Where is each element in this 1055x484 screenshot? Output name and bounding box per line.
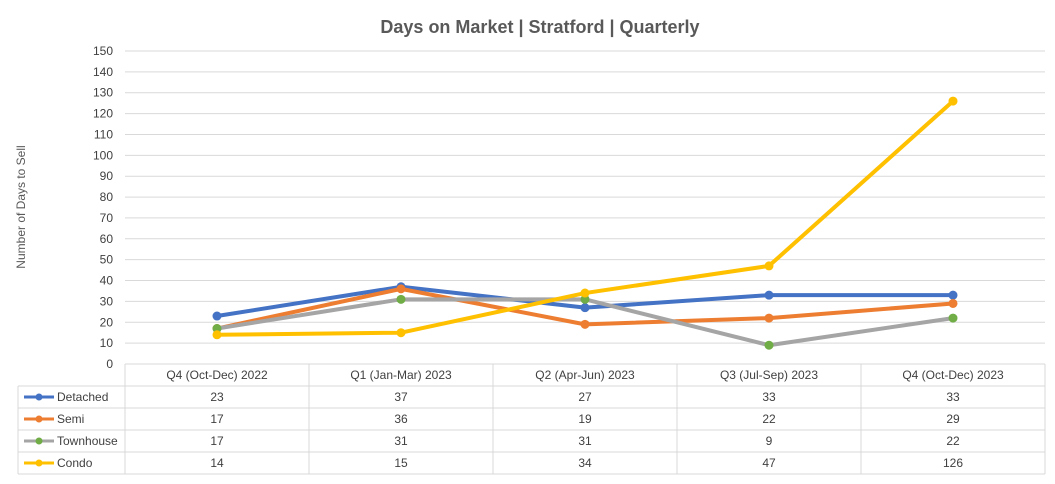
y-tick-label: 30: [100, 294, 114, 308]
data-point: [580, 319, 590, 329]
table-value-cell: 33: [946, 390, 960, 404]
table-value-cell: 47: [762, 456, 776, 470]
data-point: [396, 294, 406, 304]
table-value-cell: 27: [578, 390, 592, 404]
table-value-cell: 17: [210, 434, 224, 448]
y-tick-label: 130: [93, 86, 113, 100]
data-point: [948, 313, 958, 323]
table-value-cell: 36: [394, 412, 408, 426]
y-tick-label: 120: [93, 107, 113, 121]
legend-series-name: Condo: [57, 456, 93, 470]
table-value-cell: 31: [578, 434, 592, 448]
data-point: [212, 311, 222, 321]
table-value-cell: 19: [578, 412, 592, 426]
table-value-cell: 29: [946, 412, 960, 426]
legend-series-name: Semi: [57, 412, 84, 426]
legend-series-name: Townhouse: [57, 434, 118, 448]
legend-key-marker: [35, 415, 43, 423]
y-tick-label: 90: [100, 169, 114, 183]
y-tick-label: 70: [100, 211, 114, 225]
y-axis-label: Number of Days to Sell: [14, 145, 28, 268]
data-point: [212, 324, 222, 334]
y-tick-label: 10: [100, 336, 114, 350]
table-value-cell: 34: [578, 456, 592, 470]
data-point: [764, 261, 774, 271]
table-value-cell: 31: [394, 434, 408, 448]
y-tick-label: 50: [100, 253, 114, 267]
data-point: [580, 294, 590, 304]
table-value-cell: 22: [946, 434, 960, 448]
table-value-cell: 126: [943, 456, 963, 470]
data-point: [948, 96, 958, 106]
table-value-cell: 37: [394, 390, 408, 404]
table-value-cell: 17: [210, 412, 224, 426]
chart-title: Days on Market | Stratford | Quarterly: [380, 17, 699, 37]
y-tick-label: 80: [100, 190, 114, 204]
x-category-label: Q4 (Oct-Dec) 2022: [166, 368, 268, 382]
legend-key-marker: [35, 459, 43, 467]
x-category-label: Q3 (Jul-Sep) 2023: [720, 368, 818, 382]
table-value-cell: 9: [766, 434, 773, 448]
data-point: [580, 303, 590, 313]
legend-key-marker: [35, 393, 43, 401]
y-tick-label: 100: [93, 148, 113, 162]
series-townhouse: [212, 294, 958, 350]
table-value-cell: 22: [762, 412, 776, 426]
series-detached: [212, 282, 958, 321]
data-point: [396, 328, 406, 338]
x-category-label: Q4 (Oct-Dec) 2023: [902, 368, 1004, 382]
data-point: [580, 288, 590, 298]
x-category-label: Q2 (Apr-Jun) 2023: [535, 368, 635, 382]
table-value-cell: 15: [394, 456, 408, 470]
data-point: [764, 340, 774, 350]
y-tick-labels: 0 10 20 30 40 50 60 70 80 90 100 110 120 130 140 150: [93, 44, 113, 371]
series-lines: [212, 96, 958, 350]
legend-key-marker: [35, 437, 43, 445]
data-point: [764, 313, 774, 323]
table-value-cell: 14: [210, 456, 224, 470]
y-tick-label: 110: [94, 127, 113, 141]
table-value-cell: 33: [762, 390, 776, 404]
data-point: [396, 284, 406, 294]
gridlines: [125, 50, 1045, 365]
data-point: [212, 330, 222, 340]
legend-series-name: Detached: [57, 390, 108, 404]
data-point: [764, 290, 774, 300]
y-tick-label: 140: [93, 65, 113, 79]
y-tick-label: 20: [100, 315, 114, 329]
data-point: [948, 290, 958, 300]
series-condo: [212, 96, 958, 340]
y-tick-label: 150: [93, 44, 113, 58]
table-value-cell: 23: [210, 390, 224, 404]
x-category-label: Q1 (Jan-Mar) 2023: [350, 368, 452, 382]
data-table: Q4 (Oct-Dec) 2022 Q1 (Jan-Mar) 2023 Q2 (Ap…: [17, 363, 1046, 475]
data-point: [948, 298, 958, 308]
y-tick-label: 40: [100, 274, 114, 288]
y-tick-label: 0: [106, 357, 113, 371]
y-tick-label: 60: [100, 232, 114, 246]
